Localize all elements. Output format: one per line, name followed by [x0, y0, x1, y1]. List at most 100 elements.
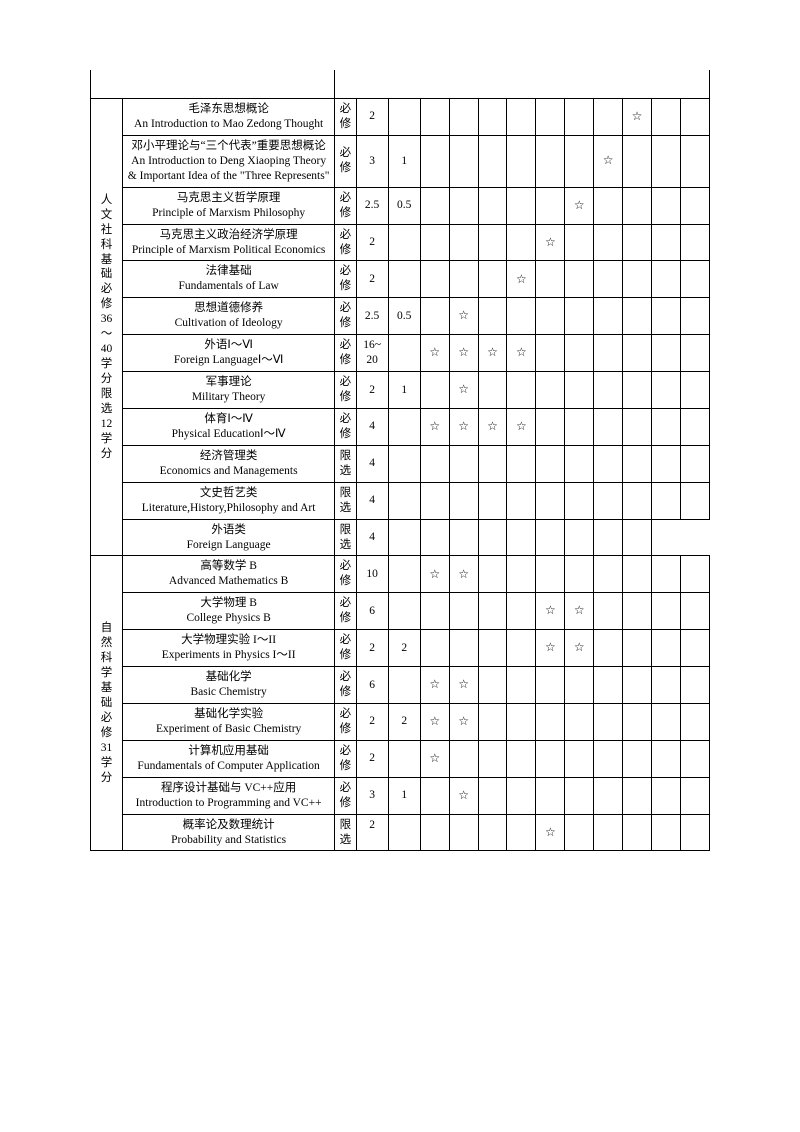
course-name: 思想道德修养Cultivation of Ideology — [123, 298, 335, 335]
course-credits: 4 — [356, 408, 388, 445]
semester-cell — [536, 261, 565, 298]
semester-cell — [623, 556, 652, 593]
semester-cell — [652, 593, 681, 630]
semester-cell — [449, 519, 478, 556]
table-row: 基础化学Basic Chemistry必修6☆☆ — [91, 667, 710, 704]
semester-cell — [623, 519, 652, 556]
semester-cell — [478, 703, 507, 740]
course-name-zh: 军事理论 — [127, 375, 330, 390]
semester-cell — [507, 556, 536, 593]
course-name: 法律基础Fundamentals of Law — [123, 261, 335, 298]
semester-cell — [652, 630, 681, 667]
course-name-en: An Introduction to Deng Xiaoping Theory … — [127, 154, 330, 184]
semester-cell — [594, 519, 623, 556]
semester-cell: ☆ — [449, 667, 478, 704]
semester-cell — [652, 667, 681, 704]
semester-cell — [420, 445, 449, 482]
semester-cell: ☆ — [507, 335, 536, 372]
semester-cell — [536, 667, 565, 704]
semester-cell — [536, 187, 565, 224]
semester-cell — [623, 445, 652, 482]
table-row: 军事理论Military Theory必修21☆ — [91, 372, 710, 409]
semester-cell — [420, 777, 449, 814]
table-row: 法律基础Fundamentals of Law必修2☆ — [91, 261, 710, 298]
course-name: 经济管理类Economics and Managements — [123, 445, 335, 482]
semester-cell — [449, 482, 478, 519]
semester-cell — [680, 667, 709, 704]
semester-cell — [652, 703, 681, 740]
semester-cell — [680, 261, 709, 298]
semester-cell: ☆ — [478, 335, 507, 372]
course-name-en: Fundamentals of Computer Application — [127, 759, 330, 774]
course-credits: 2 — [356, 814, 388, 851]
semester-cell — [507, 667, 536, 704]
semester-cell: ☆ — [420, 556, 449, 593]
course-req: 必修 — [335, 777, 356, 814]
semester-cell — [507, 135, 536, 187]
course-name-en: Introduction to Programming and VC++ — [127, 796, 330, 811]
course-req: 必修 — [335, 703, 356, 740]
table-row: 外语Ⅰ～ⅥForeign LanguageⅠ～Ⅵ必修16~20☆☆☆☆ — [91, 335, 710, 372]
semester-cell: ☆ — [536, 630, 565, 667]
semester-cell — [565, 135, 594, 187]
semester-cell — [507, 482, 536, 519]
semester-cell — [449, 261, 478, 298]
course-name: 概率论及数理统计Probability and Statistics — [123, 814, 335, 851]
course-req: 必修 — [335, 99, 356, 136]
semester-cell — [680, 814, 709, 851]
course-lab — [388, 224, 420, 261]
table-row: 思想道德修养Cultivation of Ideology必修2.50.5☆ — [91, 298, 710, 335]
semester-cell — [623, 630, 652, 667]
course-name-en: An Introduction to Mao Zedong Thought — [127, 117, 330, 132]
semester-cell — [680, 224, 709, 261]
table-row: 外语类Foreign Language限选4 — [91, 519, 710, 556]
semester-cell — [536, 335, 565, 372]
semester-cell — [594, 593, 623, 630]
course-credits: 6 — [356, 667, 388, 704]
semester-cell — [652, 298, 681, 335]
semester-cell — [478, 777, 507, 814]
course-name: 大学物理实验 I～IIExperiments in Physics I～II — [123, 630, 335, 667]
course-name-en: Principle of Marxism Philosophy — [127, 206, 330, 221]
course-name-en: Advanced Mathematics B — [127, 574, 330, 589]
course-name-en: Experiment of Basic Chemistry — [127, 722, 330, 737]
semester-cell: ☆ — [449, 408, 478, 445]
course-name: 马克思主义政治经济学原理Principle of Marxism Politic… — [123, 224, 335, 261]
course-name-zh: 毛泽东思想概论 — [127, 102, 330, 117]
course-req: 必修 — [335, 372, 356, 409]
course-req: 必修 — [335, 740, 356, 777]
semester-cell — [652, 99, 681, 136]
semester-cell — [680, 298, 709, 335]
semester-cell — [507, 224, 536, 261]
table-row: 体育Ⅰ～ⅣPhysical EducationⅠ～Ⅳ必修4☆☆☆☆ — [91, 408, 710, 445]
course-name: 军事理论Military Theory — [123, 372, 335, 409]
semester-cell — [449, 187, 478, 224]
semester-cell — [652, 482, 681, 519]
semester-cell — [449, 445, 478, 482]
course-req: 限选 — [335, 814, 356, 851]
semester-cell — [594, 556, 623, 593]
course-credits: 2 — [356, 703, 388, 740]
course-lab: 0.5 — [388, 187, 420, 224]
semester-cell — [565, 261, 594, 298]
semester-cell — [594, 703, 623, 740]
semester-cell — [623, 335, 652, 372]
semester-cell — [507, 99, 536, 136]
course-lab — [388, 408, 420, 445]
course-name: 外语Ⅰ～ⅥForeign LanguageⅠ～Ⅵ — [123, 335, 335, 372]
semester-cell — [565, 482, 594, 519]
semester-cell — [536, 372, 565, 409]
table-row: 基础化学实验Experiment of Basic Chemistry必修22☆… — [91, 703, 710, 740]
course-lab — [388, 556, 420, 593]
course-name-en: Military Theory — [127, 390, 330, 405]
semester-cell — [507, 519, 536, 556]
course-name-zh: 体育Ⅰ～Ⅳ — [127, 412, 330, 427]
course-name-zh: 马克思主义政治经济学原理 — [127, 228, 330, 243]
course-req: 必修 — [335, 261, 356, 298]
course-name-zh: 外语类 — [127, 523, 330, 538]
course-credits: 6 — [356, 593, 388, 630]
semester-cell — [536, 556, 565, 593]
semester-cell — [449, 99, 478, 136]
semester-cell — [565, 445, 594, 482]
course-lab — [388, 99, 420, 136]
